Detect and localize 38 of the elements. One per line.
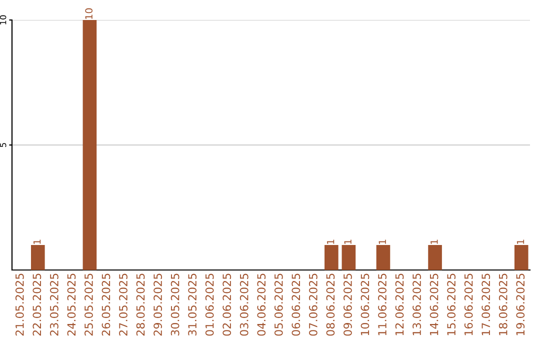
x-tick-label: 23.05.2025	[50, 274, 58, 336]
x-tick-label: 11.06.2025	[378, 274, 386, 336]
x-tick-label: 01.06.2025	[205, 274, 214, 336]
x-tick-label: 08.06.2025	[326, 274, 335, 336]
data-label: 1	[516, 240, 524, 244]
x-tick-label: 28.05.2025	[136, 274, 145, 336]
x-tick-label: 18.06.2025	[498, 274, 508, 336]
x-tick-label: 13.06.2025	[412, 274, 421, 336]
x-tick-label: 19.06.2025	[516, 274, 525, 336]
data-label: 1	[378, 240, 386, 244]
x-tick-label: 07.06.2025	[308, 274, 318, 336]
x-tick-label: 22.05.2025	[32, 274, 42, 336]
data-label: 1	[344, 240, 352, 244]
y-tick-label: 5	[0, 143, 6, 148]
data-label: 1	[33, 240, 41, 244]
x-tick-label: 26.05.2025	[102, 274, 110, 336]
x-tick-label: 15.06.2025	[447, 274, 456, 336]
x-tick-label: 29.05.2025	[154, 274, 162, 336]
x-tick-label: 24.05.2025	[67, 274, 76, 336]
x-tick-label: 12.06.2025	[395, 274, 404, 336]
x-tick-label: 09.06.2025	[344, 274, 352, 336]
x-tick-label: 27.05.2025	[119, 274, 128, 336]
x-tick-label: 06.06.2025	[292, 274, 300, 336]
x-tick-label: 25.05.2025	[84, 274, 93, 336]
x-tick-label: 31.05.2025	[188, 274, 197, 336]
x-tick-label: 10.06.2025	[360, 274, 370, 336]
data-label: 1	[430, 240, 438, 244]
x-tick-label: 05.06.2025	[274, 274, 283, 336]
x-tick-label: 16.06.2025	[464, 274, 473, 336]
data-label: 1	[327, 240, 334, 244]
x-tick-label: 30.05.2025	[170, 274, 180, 336]
x-tick-label: 14.06.2025	[430, 274, 438, 336]
x-tick-label: 21.05.2025	[15, 274, 24, 336]
data-label: 10	[85, 8, 93, 19]
x-tick-label: 04.06.2025	[257, 274, 266, 336]
x-tick-label: 17.06.2025	[482, 274, 490, 336]
x-tick-label: 03.06.2025	[240, 274, 248, 336]
x-tick-label: 02.06.2025	[222, 274, 232, 336]
